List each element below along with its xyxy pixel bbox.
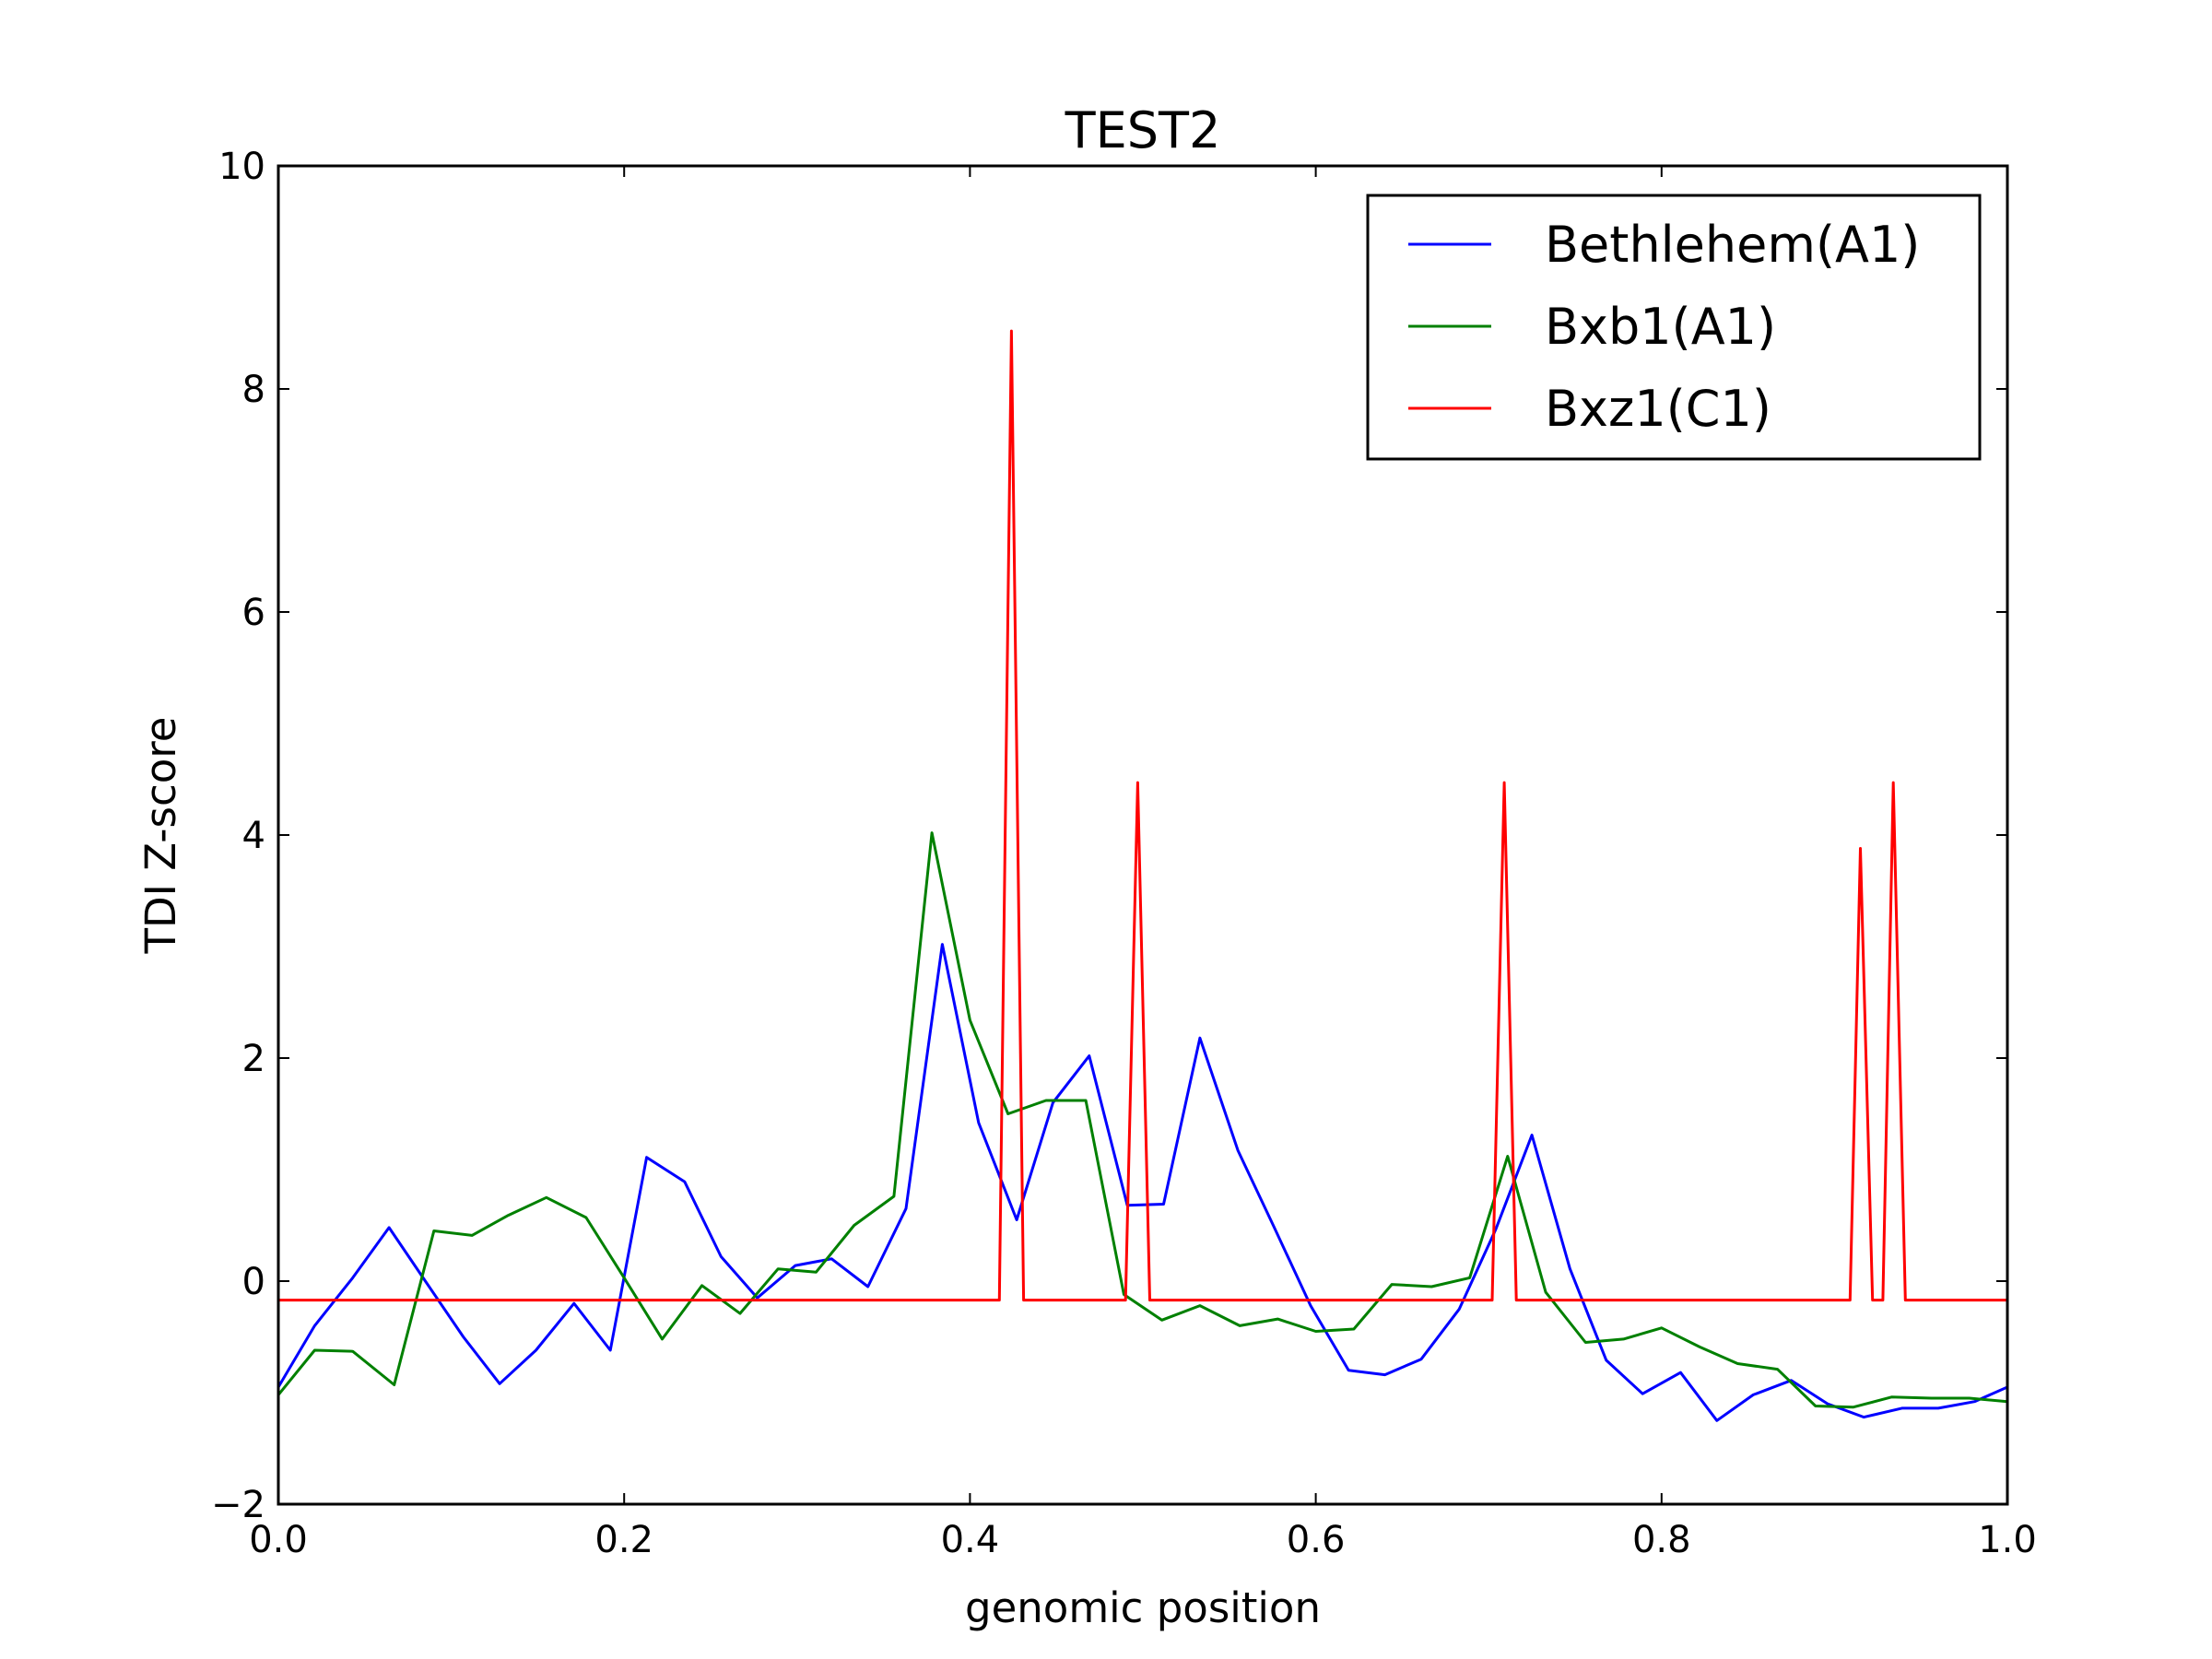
chart-title: TEST2 [1065,101,1221,159]
series-line-1 [276,943,2008,1422]
x-tick-label: 0.6 [1287,1519,1346,1561]
y-axis-label: TDI Z-score [136,717,185,955]
legend-label-2: Bxb1(A1) [1545,298,1776,356]
series-line-3 [278,329,2007,1302]
series-layer [276,329,2008,1422]
x-tick-label: 0.4 [941,1519,1000,1561]
y-tick-label: 10 [218,146,265,188]
legend-label-3: Bxz1(C1) [1545,380,1771,438]
y-tick-label: 2 [242,1038,265,1080]
y-tick-label: 8 [242,369,265,411]
legend: Bethlehem(A1) Bxb1(A1) Bxz1(C1) [1366,194,1982,461]
x-tick-label: 0.2 [594,1519,653,1561]
y-tick-label: 0 [242,1261,265,1303]
x-tick-label: 0.0 [249,1519,308,1561]
y-tick-label: 4 [242,815,265,857]
legend-label-1: Bethlehem(A1) [1545,216,1920,274]
ticks-layer: 0.0 0.2 0.4 0.6 0.8 1.0 −2 0 2 4 6 8 10 [211,146,2037,1561]
series-line-2 [276,831,2008,1409]
x-axis-label: genomic position [965,1583,1321,1632]
y-tick-label: 6 [242,592,265,634]
x-tick-label: 1.0 [1978,1519,2037,1561]
x-tick-label: 0.8 [1632,1519,1691,1561]
y-tick-label: −2 [211,1484,265,1526]
